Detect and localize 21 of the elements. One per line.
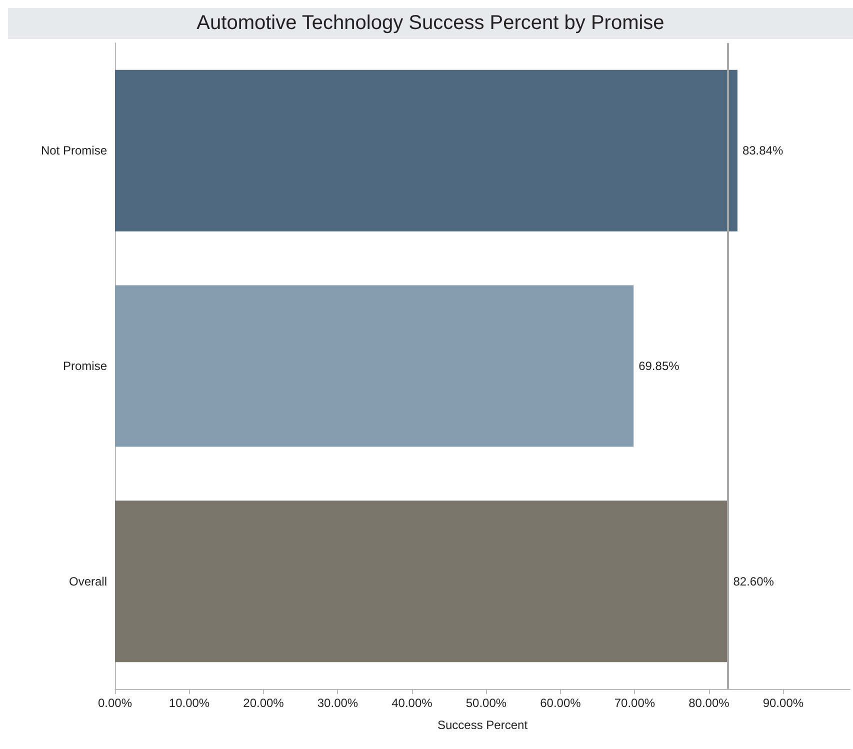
chart-title: Automotive Technology Success Percent by Promise <box>8 8 853 39</box>
x-tick-label: 90.00% <box>762 696 804 710</box>
x-tick-label: 30.00% <box>317 696 358 710</box>
x-tick-label: 0.00% <box>98 696 132 710</box>
data-label: 82.60% <box>733 574 774 588</box>
y-tick-label: Not Promise <box>40 144 108 158</box>
bar <box>115 500 728 662</box>
x-tick-label: 60.00% <box>540 696 582 710</box>
x-tick-label: 10.00% <box>168 696 210 710</box>
x-tick-label: 20.00% <box>243 696 284 710</box>
x-axis-title: Success Percent <box>437 718 528 732</box>
x-tick-label: 50.00% <box>466 696 507 710</box>
bar <box>115 70 738 232</box>
x-tick-label: 40.00% <box>392 696 433 710</box>
bar <box>115 285 634 447</box>
y-tick-label: Overall <box>68 574 107 588</box>
x-tick-label: 70.00% <box>614 696 656 710</box>
data-label: 69.85% <box>638 359 680 373</box>
y-tick-label: Promise <box>62 359 108 373</box>
x-tick-label: 80.00% <box>688 696 730 710</box>
data-label: 83.84% <box>742 144 784 158</box>
